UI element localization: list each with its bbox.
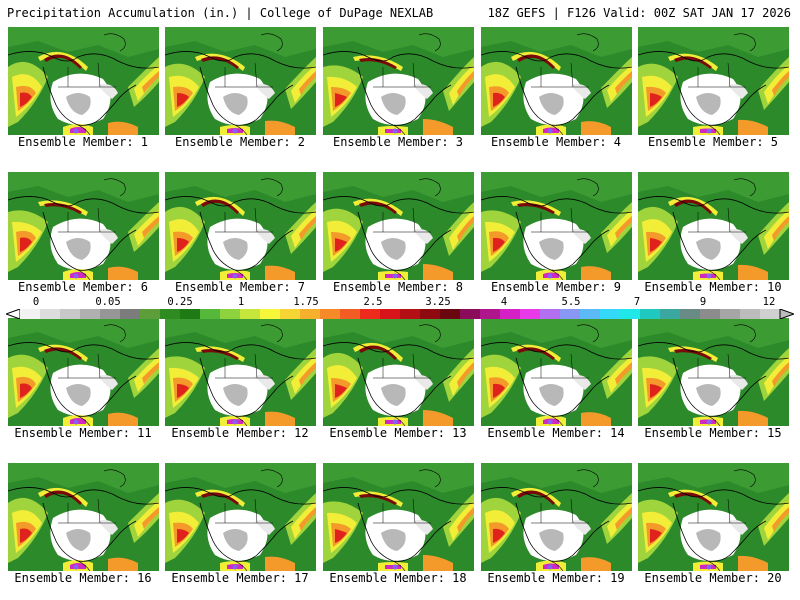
ensemble-member-label: Ensemble Member: 18 (329, 571, 467, 585)
header-valid-time: 18Z GEFS | F126 Valid: 00Z SAT JAN 17 20… (487, 6, 791, 20)
ensemble-member-label: Ensemble Member: 16 (14, 571, 152, 585)
ensemble-member-label: Ensemble Member: 3 (332, 135, 464, 149)
ensemble-member-label: Ensemble Member: 13 (329, 426, 467, 440)
legend-tick-label: 3.25 (425, 296, 451, 308)
ensemble-member-label: Ensemble Member: 20 (644, 571, 782, 585)
legend-tick-label: 1.75 (293, 296, 319, 308)
legend-tick-label: 4 (500, 296, 508, 308)
legend-swatch (20, 309, 41, 319)
legend-swatch (720, 309, 741, 319)
legend-colorbar (6, 309, 794, 319)
legend-swatch (60, 309, 81, 319)
legend-swatch (40, 309, 61, 319)
ensemble-panel-map (481, 318, 632, 426)
legend-tick-label: 0.05 (95, 296, 121, 308)
ensemble-member-label: Ensemble Member: 9 (490, 280, 622, 294)
ensemble-member-label: Ensemble Member: 1 (17, 135, 149, 149)
ensemble-panel-map (323, 172, 474, 280)
legend-swatch (220, 309, 241, 319)
legend-swatch (240, 309, 261, 319)
legend-swatch (460, 309, 481, 319)
ensemble-panel-map (638, 172, 789, 280)
legend-swatch (700, 309, 721, 319)
legend-tick-label: 2.5 (363, 296, 383, 308)
legend-swatch (760, 309, 781, 319)
ensemble-panel-map (8, 172, 159, 280)
ensemble-panel-map (323, 318, 474, 426)
ensemble-panel-map (165, 27, 316, 135)
ensemble-panel-map (323, 27, 474, 135)
header-title: Precipitation Accumulation (in.) | Colle… (7, 6, 434, 20)
ensemble-panel-map (638, 318, 789, 426)
ensemble-member-label: Ensemble Member: 14 (487, 426, 625, 440)
legend-tick-label: 1 (237, 296, 245, 308)
legend-swatch (260, 309, 281, 319)
legend-tick-label: 9 (699, 296, 707, 308)
legend-swatch (200, 309, 221, 319)
legend-swatch (660, 309, 681, 319)
legend-swatch (360, 309, 381, 319)
legend-swatch (740, 309, 761, 319)
legend-swatch (540, 309, 561, 319)
legend-tick-label: 7 (633, 296, 641, 308)
ensemble-member-label: Ensemble Member: 6 (17, 280, 149, 294)
legend-arrow-low (6, 309, 21, 319)
legend-swatch (140, 309, 161, 319)
legend-swatch (500, 309, 521, 319)
legend-swatch (80, 309, 101, 319)
legend-swatch (580, 309, 601, 319)
ensemble-member-label: Ensemble Member: 12 (171, 426, 309, 440)
legend-swatch (440, 309, 461, 319)
ensemble-panel-map (8, 318, 159, 426)
legend-tick-label: 5.5 (561, 296, 581, 308)
legend-swatch (420, 309, 441, 319)
legend-swatch (300, 309, 321, 319)
ensemble-panel-map (8, 463, 159, 571)
ensemble-member-label: Ensemble Member: 17 (171, 571, 309, 585)
ensemble-panel-map (165, 318, 316, 426)
ensemble-member-label: Ensemble Member: 4 (490, 135, 622, 149)
legend-tick-label: 0.25 (167, 296, 193, 308)
legend-tick-label: 0 (32, 296, 40, 308)
ensemble-panel-map (323, 463, 474, 571)
ensemble-member-label: Ensemble Member: 7 (174, 280, 306, 294)
ensemble-panel-map (481, 27, 632, 135)
legend-swatch (340, 309, 361, 319)
legend-swatch (480, 309, 501, 319)
legend-swatch (680, 309, 701, 319)
legend-swatch (400, 309, 421, 319)
legend-swatch (620, 309, 641, 319)
legend-swatch (120, 309, 141, 319)
ensemble-member-label: Ensemble Member: 15 (644, 426, 782, 440)
ensemble-panel-map (638, 463, 789, 571)
legend-swatch (100, 309, 121, 319)
legend-swatch (280, 309, 301, 319)
legend-swatch (600, 309, 621, 319)
ensemble-panel-map (481, 463, 632, 571)
ensemble-member-label: Ensemble Member: 2 (174, 135, 306, 149)
legend-swatch (180, 309, 201, 319)
ensemble-member-label: Ensemble Member: 5 (647, 135, 779, 149)
ensemble-member-label: Ensemble Member: 19 (487, 571, 625, 585)
ensemble-member-label: Ensemble Member: 11 (14, 426, 152, 440)
ensemble-member-label: Ensemble Member: 8 (332, 280, 464, 294)
legend-arrow-high (779, 309, 794, 319)
precip-color-legend: 0 0.05 0.25 1 1.75 2.5 3.25 4 5.5 7 9 12 (6, 296, 794, 320)
legend-tick-label: 12 (762, 296, 776, 308)
legend-swatch (320, 309, 341, 319)
legend-swatch (640, 309, 661, 319)
ensemble-panel-map (165, 463, 316, 571)
legend-swatch (160, 309, 181, 319)
legend-swatch (380, 309, 401, 319)
legend-swatch (520, 309, 541, 319)
ensemble-panel-map (8, 27, 159, 135)
ensemble-panel-map (481, 172, 632, 280)
ensemble-panel-map (638, 27, 789, 135)
legend-swatch (560, 309, 581, 319)
ensemble-member-label: Ensemble Member: 10 (644, 280, 782, 294)
ensemble-panel-map (165, 172, 316, 280)
